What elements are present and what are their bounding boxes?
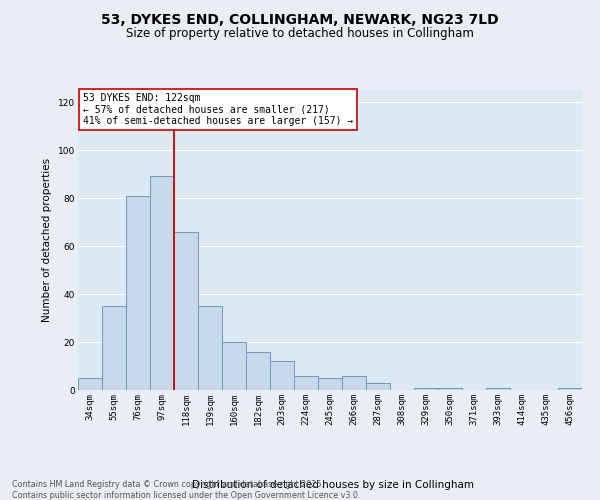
- Text: 53 DYKES END: 122sqm
← 57% of detached houses are smaller (217)
41% of semi-deta: 53 DYKES END: 122sqm ← 57% of detached h…: [83, 93, 353, 126]
- Bar: [294, 376, 318, 390]
- Text: 53, DYKES END, COLLINGHAM, NEWARK, NG23 7LD: 53, DYKES END, COLLINGHAM, NEWARK, NG23 …: [101, 12, 499, 26]
- Bar: [246, 352, 270, 390]
- Bar: [150, 176, 174, 390]
- Bar: [366, 383, 390, 390]
- Text: Contains HM Land Registry data © Crown copyright and database right 2025.
Contai: Contains HM Land Registry data © Crown c…: [12, 480, 361, 500]
- Bar: [342, 376, 366, 390]
- Bar: [174, 232, 198, 390]
- Bar: [78, 378, 102, 390]
- Bar: [318, 378, 342, 390]
- Bar: [486, 388, 510, 390]
- Bar: [558, 388, 582, 390]
- Bar: [270, 361, 294, 390]
- Text: Size of property relative to detached houses in Collingham: Size of property relative to detached ho…: [126, 28, 474, 40]
- Bar: [126, 196, 150, 390]
- Bar: [414, 388, 438, 390]
- Bar: [198, 306, 222, 390]
- Bar: [102, 306, 126, 390]
- Y-axis label: Number of detached properties: Number of detached properties: [43, 158, 52, 322]
- Bar: [222, 342, 246, 390]
- Bar: [438, 388, 462, 390]
- Text: Distribution of detached houses by size in Collingham: Distribution of detached houses by size …: [192, 480, 474, 490]
